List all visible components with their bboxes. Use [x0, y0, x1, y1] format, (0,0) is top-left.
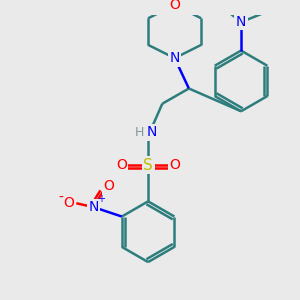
- Text: N: N: [236, 15, 246, 29]
- Text: S: S: [143, 158, 153, 173]
- Text: N: N: [147, 125, 157, 139]
- Text: O: O: [103, 179, 114, 193]
- Text: +: +: [97, 194, 105, 205]
- Text: O: O: [169, 0, 180, 12]
- Text: -: -: [59, 190, 64, 205]
- Text: H: H: [135, 126, 144, 139]
- Text: N: N: [169, 51, 180, 65]
- Text: O: O: [169, 158, 180, 172]
- Text: N: N: [88, 200, 99, 214]
- Text: O: O: [116, 158, 127, 172]
- Text: O: O: [63, 196, 74, 210]
